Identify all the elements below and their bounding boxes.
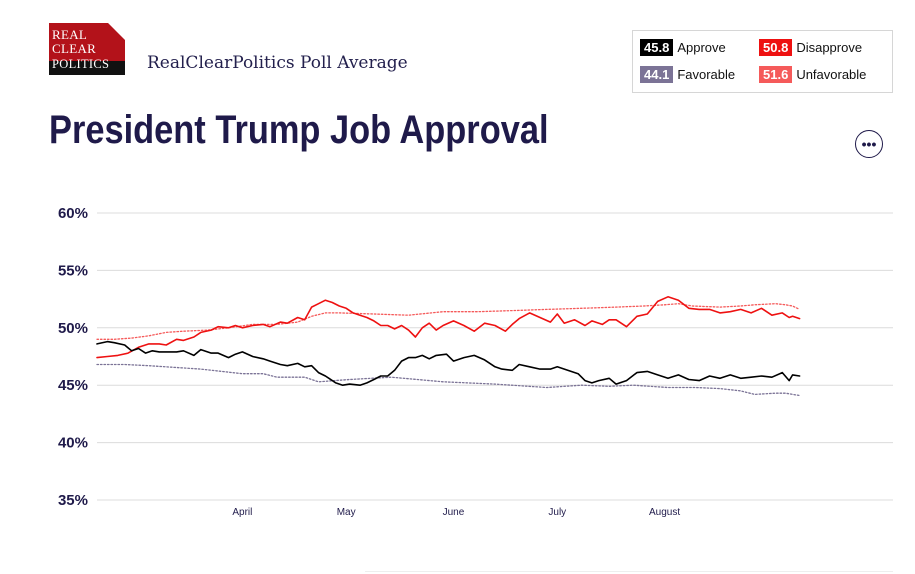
legend-approve[interactable]: 45.8 Approve	[640, 39, 726, 56]
rcp-logo[interactable]: REAL CLEAR POLITICS	[49, 23, 125, 75]
y-tick-label: 60%	[58, 205, 88, 222]
y-tick-label: 45%	[58, 377, 88, 394]
legend-approve-label: Approve	[677, 40, 726, 55]
x-tick-label: June	[443, 507, 465, 518]
y-tick-label: 50%	[58, 320, 88, 337]
ellipsis-icon: •••	[861, 136, 877, 152]
logo-line-1: REAL	[52, 27, 88, 42]
y-tick-label: 35%	[58, 492, 88, 509]
series-line-unfavorable[interactable]	[96, 303, 801, 340]
legend-disapprove-value: 50.8	[759, 39, 793, 56]
x-tick-label: August	[649, 507, 680, 518]
y-tick-label: 40%	[58, 435, 88, 452]
x-tick-label: May	[337, 507, 356, 518]
legend-favorable-label: Favorable	[677, 67, 736, 82]
logo-strip	[49, 61, 125, 75]
logo-line-2: CLEAR	[52, 41, 97, 56]
more-options-button[interactable]: •••	[855, 130, 883, 158]
x-tick-label: April	[232, 507, 252, 518]
legend-favorable[interactable]: 44.1 Favorable	[640, 66, 735, 83]
series-line-favorable[interactable]	[96, 363, 801, 397]
legend-unfavorable-label: Unfavorable	[796, 67, 867, 82]
footer-divider	[365, 571, 893, 572]
page-title: President Trump Job Approval	[49, 108, 549, 152]
legend-approve-value: 45.8	[640, 39, 674, 56]
legend-unfavorable[interactable]: 51.6 Unfavorable	[759, 66, 866, 83]
legend-disapprove-label: Disapprove	[796, 40, 863, 55]
legend-favorable-value: 44.1	[640, 66, 674, 83]
series-line-disapprove[interactable]	[96, 295, 801, 359]
x-tick-label: July	[548, 507, 566, 518]
y-tick-label: 55%	[58, 262, 88, 279]
series-line-approve[interactable]	[96, 340, 801, 387]
poll-average-subtitle: RealClearPolitics Poll Average	[147, 53, 408, 73]
legend-unfavorable-value: 51.6	[759, 66, 793, 83]
logo-line-3: POLITICS	[52, 57, 110, 71]
legend-disapprove[interactable]: 50.8 Disapprove	[759, 39, 862, 56]
legend: 45.8 Approve 50.8 Disapprove 44.1 Favora…	[632, 30, 893, 93]
